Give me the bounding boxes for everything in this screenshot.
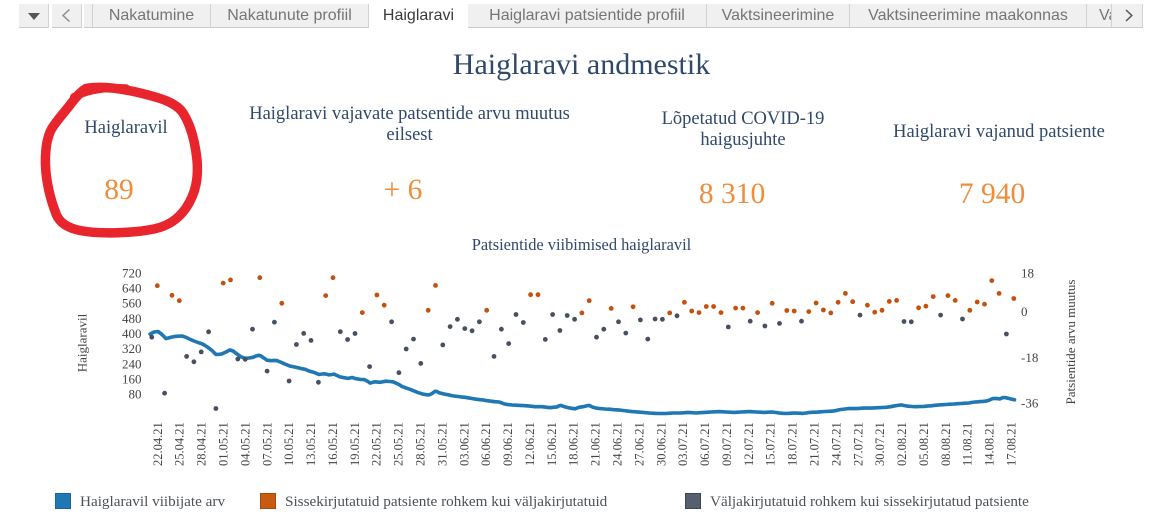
svg-text:28.05.21: 28.05.21 bbox=[413, 422, 427, 466]
svg-text:14.08.21: 14.08.21 bbox=[983, 422, 997, 466]
svg-text:06.06.21: 06.06.21 bbox=[479, 422, 493, 466]
svg-text:13.05.21: 13.05.21 bbox=[304, 422, 318, 466]
svg-text:21.07.21: 21.07.21 bbox=[807, 422, 821, 466]
svg-text:720: 720 bbox=[122, 266, 142, 281]
svg-text:09.06.21: 09.06.21 bbox=[501, 422, 515, 466]
svg-text:560: 560 bbox=[122, 296, 142, 311]
svg-text:22.04.21: 22.04.21 bbox=[151, 422, 165, 466]
svg-text:25.04.21: 25.04.21 bbox=[173, 422, 187, 466]
svg-text:240: 240 bbox=[122, 356, 142, 371]
svg-text:160: 160 bbox=[122, 371, 142, 386]
svg-text:24.07.21: 24.07.21 bbox=[829, 422, 843, 466]
svg-text:01.05.21: 01.05.21 bbox=[216, 422, 230, 466]
svg-text:02.08.21: 02.08.21 bbox=[895, 422, 909, 466]
svg-text:31.05.21: 31.05.21 bbox=[435, 422, 449, 466]
svg-text:0: 0 bbox=[1021, 304, 1028, 319]
svg-text:400: 400 bbox=[122, 326, 142, 341]
svg-text:27.06.21: 27.06.21 bbox=[632, 422, 646, 466]
svg-text:03.07.21: 03.07.21 bbox=[676, 422, 690, 466]
svg-text:-18: -18 bbox=[1021, 350, 1038, 365]
svg-text:27.07.21: 27.07.21 bbox=[851, 422, 865, 466]
svg-text:12.06.21: 12.06.21 bbox=[523, 422, 537, 466]
svg-text:25.05.21: 25.05.21 bbox=[392, 422, 406, 466]
svg-text:22.05.21: 22.05.21 bbox=[370, 422, 384, 466]
svg-text:640: 640 bbox=[122, 280, 142, 295]
svg-text:07.05.21: 07.05.21 bbox=[260, 422, 274, 466]
svg-text:18: 18 bbox=[1021, 265, 1034, 280]
svg-text:06.07.21: 06.07.21 bbox=[698, 422, 712, 466]
svg-text:11.08.21: 11.08.21 bbox=[961, 423, 975, 466]
svg-text:16.05.21: 16.05.21 bbox=[326, 422, 340, 466]
svg-text:12.07.21: 12.07.21 bbox=[742, 422, 756, 466]
svg-text:03.06.21: 03.06.21 bbox=[457, 422, 471, 466]
svg-text:09.07.21: 09.07.21 bbox=[720, 422, 734, 466]
svg-text:04.05.21: 04.05.21 bbox=[238, 422, 252, 466]
svg-text:30.06.21: 30.06.21 bbox=[654, 422, 668, 466]
svg-text:15.06.21: 15.06.21 bbox=[545, 422, 559, 466]
svg-text:17.08.21: 17.08.21 bbox=[1004, 422, 1018, 466]
svg-text:30.07.21: 30.07.21 bbox=[873, 422, 887, 466]
svg-text:05.08.21: 05.08.21 bbox=[917, 422, 931, 466]
svg-text:08.08.21: 08.08.21 bbox=[939, 422, 953, 466]
svg-text:Haiglaravil: Haiglaravil bbox=[75, 313, 90, 372]
svg-text:18.07.21: 18.07.21 bbox=[786, 422, 800, 466]
svg-text:Patsientide arvu muutus: Patsientide arvu muutus bbox=[1063, 280, 1078, 405]
svg-text:320: 320 bbox=[122, 341, 142, 356]
svg-text:10.05.21: 10.05.21 bbox=[282, 422, 296, 466]
svg-text:28.04.21: 28.04.21 bbox=[195, 422, 209, 466]
svg-text:15.07.21: 15.07.21 bbox=[764, 422, 778, 466]
svg-text:19.05.21: 19.05.21 bbox=[348, 422, 362, 466]
svg-text:18.06.21: 18.06.21 bbox=[567, 422, 581, 466]
svg-text:24.06.21: 24.06.21 bbox=[610, 422, 624, 466]
svg-text:-36: -36 bbox=[1021, 396, 1039, 411]
svg-text:480: 480 bbox=[122, 311, 142, 326]
svg-text:80: 80 bbox=[129, 387, 142, 402]
svg-text:21.06.21: 21.06.21 bbox=[589, 422, 603, 466]
